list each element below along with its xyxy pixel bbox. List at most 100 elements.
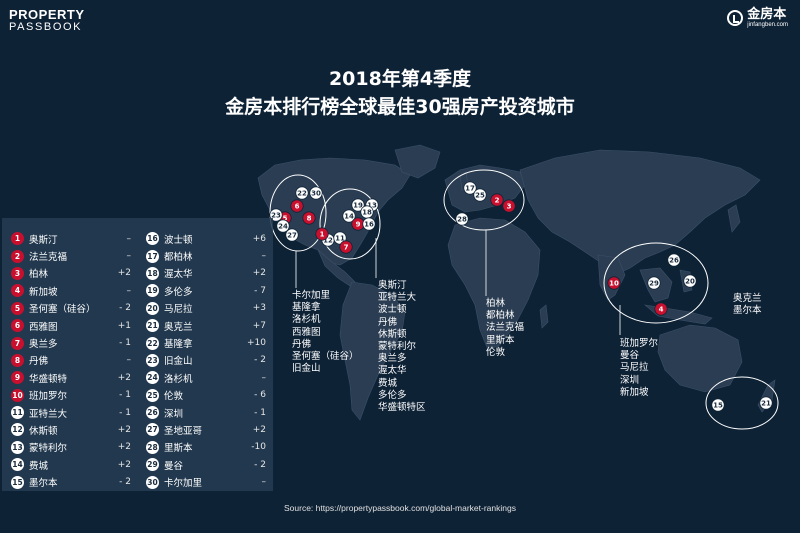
rank-change: - 1 (119, 338, 131, 349)
ranking-row: 26 深圳 - 1 (146, 404, 266, 421)
city-marker: 27 (285, 228, 299, 242)
rank-badge: 5 (11, 301, 24, 315)
rank-badge: 27 (146, 423, 159, 437)
rank-badge: 24 (146, 371, 159, 385)
ranking-column-1-15: 1 奥斯汀 – 2 法兰克福 – 3 柏林 +2 4 新加坡 – 5 圣何塞（硅谷） - 2 6 西雅图 +1 7 奥… (11, 230, 131, 491)
ranking-row: 9 华盛顿特 +2 (11, 369, 131, 386)
ranking-row: 3 柏林 +2 (11, 265, 131, 282)
ranking-row: 6 西雅图 +1 (11, 317, 131, 334)
page-title-line2: 金房本排行榜全球最佳30强房产投资城市 (225, 96, 575, 118)
rank-change: - 7 (254, 285, 266, 296)
city-marker-dot (502, 199, 516, 213)
city-marker-dot (295, 186, 309, 200)
city-marker-label: 27 (287, 232, 297, 240)
city-marker-label: 29 (649, 280, 659, 288)
region-city: 深圳 (620, 374, 640, 386)
region-city: 华盛顿特区 (378, 402, 426, 414)
ranking-row: 2 法兰克福 – (11, 247, 131, 264)
region-city: 西雅图 (292, 326, 321, 338)
city-marker-label: 30 (311, 190, 321, 198)
city-marker: 29 (647, 276, 661, 290)
rank-change: +2 (117, 268, 131, 279)
city-marker-label: 21 (761, 400, 771, 408)
city-name: 圣何塞（硅谷） (29, 304, 96, 316)
ranking-row: 16 波士顿 +6 (146, 230, 266, 247)
city-name: 都柏林 (164, 252, 193, 264)
city-name: 西雅图 (29, 321, 58, 333)
rank-change: +2 (252, 424, 266, 435)
rank-change: +2 (117, 459, 131, 470)
city-name: 华盛顿特 (29, 373, 68, 385)
region-city: 费城 (378, 377, 398, 389)
rank-change: +2 (117, 442, 131, 453)
city-marker-dot (342, 209, 356, 223)
city-marker-label: 3 (507, 203, 512, 211)
rank-badge: 18 (146, 266, 159, 280)
rank-badge: 6 (11, 319, 24, 333)
rank-change: +3 (252, 303, 266, 314)
ranking-row: 29 曼谷 - 2 (146, 456, 266, 473)
ranking-row: 20 马尼拉 +3 (146, 300, 266, 317)
city-marker-label: 5 (283, 215, 288, 223)
city-name: 圣地亚哥 (164, 425, 203, 437)
ranking-row: 10 班加罗尔 - 1 (11, 387, 131, 404)
city-marker-dot (607, 276, 621, 290)
rank-badge: 4 (11, 284, 24, 298)
rank-badge: 15 (11, 475, 24, 489)
city-name: 新加坡 (29, 286, 58, 298)
city-name: 法兰克福 (29, 252, 68, 264)
city-marker: 14 (342, 209, 356, 223)
rank-badge: 25 (146, 388, 159, 402)
city-name: 蒙特利尔 (29, 443, 68, 455)
city-marker: 25 (473, 188, 487, 202)
ranking-row: 4 新加坡 – (11, 282, 131, 299)
city-name: 柏林 (29, 269, 49, 281)
rank-badge: 2 (11, 249, 24, 263)
city-marker: 3 (502, 199, 516, 213)
city-marker-label: 28 (457, 216, 467, 224)
ranking-row: 23 旧金山 - 2 (146, 352, 266, 369)
rank-change: +2 (117, 372, 131, 383)
rank-change: - 2 (119, 477, 131, 488)
rank-change: +7 (252, 320, 266, 331)
city-marker-label: 13 (367, 202, 377, 210)
region-circle-asia (603, 242, 709, 324)
city-marker: 30 (309, 186, 323, 200)
region-circle-oceania (705, 376, 779, 430)
region-city: 圣何塞（硅谷） (292, 351, 359, 363)
rank-change: – (261, 477, 267, 488)
region-city: 丹佛 (292, 338, 312, 350)
ranking-row: 18 渥太华 +2 (146, 265, 266, 282)
ranking-row: 30 卡尔加里 – (146, 473, 266, 490)
city-marker-dot (339, 240, 353, 254)
rank-change: - 1 (119, 407, 131, 418)
ranking-row: 19 多伦多 - 7 (146, 282, 266, 299)
region-city: 洛杉机 (292, 314, 321, 326)
ranking-row: 22 基隆拿 +10 (146, 334, 266, 351)
city-name: 奥克兰 (164, 321, 193, 333)
rank-change: +6 (252, 233, 266, 244)
region-leaders (295, 230, 621, 335)
jinfangben-logo: 金房本 jinfangben.com (727, 8, 788, 28)
region-city: 旧金山 (292, 363, 321, 375)
rank-badge: 3 (11, 266, 24, 280)
ranking-row: 21 奥克兰 +7 (146, 317, 266, 334)
city-marker: 9 (351, 217, 365, 231)
rank-change: - 2 (254, 355, 266, 366)
city-marker-dot (473, 188, 487, 202)
city-marker-dot (711, 398, 725, 412)
region-city: 班加罗尔 (620, 338, 659, 349)
city-name: 伦敦 (164, 391, 184, 403)
city-marker-label: 20 (685, 278, 695, 286)
rank-change: -10 (251, 442, 266, 453)
city-marker: 6 (290, 199, 304, 213)
city-marker: 22 (295, 186, 309, 200)
city-name: 旧金山 (164, 356, 193, 368)
city-marker-dot (490, 193, 504, 207)
region-city: 亚特兰大 (378, 292, 417, 304)
city-name: 波士顿 (164, 234, 193, 246)
ranking-row: 5 圣何塞（硅谷） - 2 (11, 300, 131, 317)
city-marker-dot (463, 181, 477, 195)
source-citation: Source: https://propertypassbook.com/glo… (284, 503, 516, 513)
